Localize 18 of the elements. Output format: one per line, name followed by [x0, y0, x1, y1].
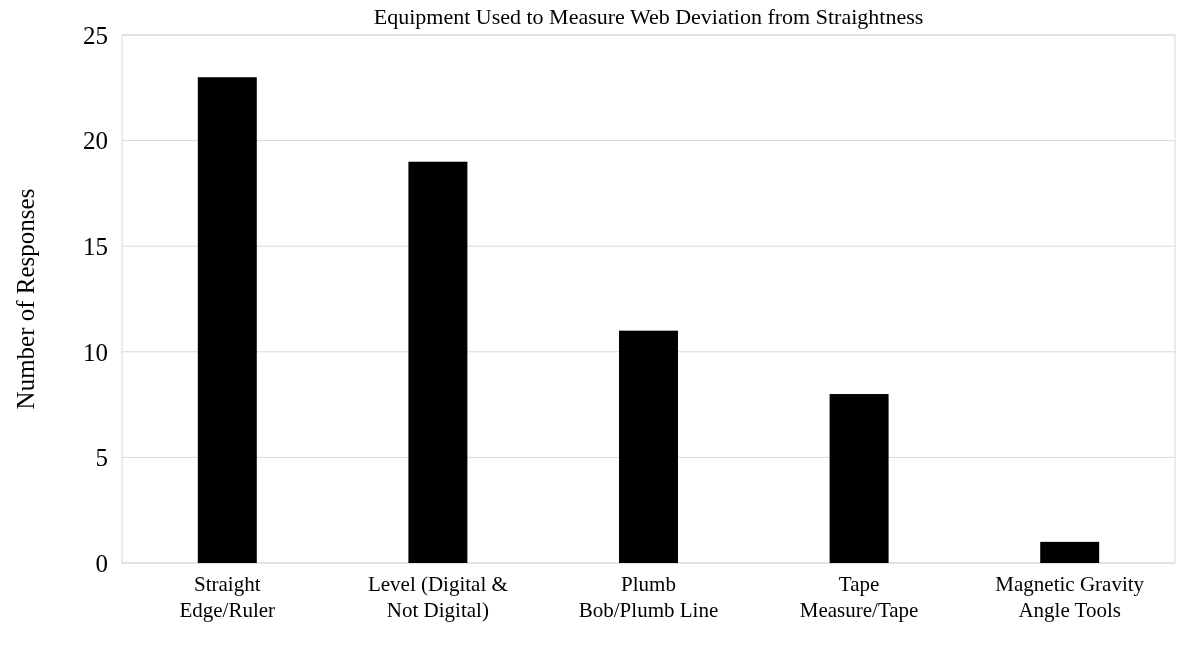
bar [197, 77, 257, 563]
y-tick-label: 10 [83, 338, 108, 366]
y-tick-label: 15 [83, 232, 108, 260]
chart-title: Equipment Used to Measure Web Deviation from Straightness [373, 4, 924, 29]
x-tick-label: Tape Measure/Tape [799, 572, 919, 622]
x-tick-label: Magnetic Gravity Angle Tools [995, 572, 1145, 622]
y-tick-label: 0 [95, 549, 108, 577]
y-axis-title: Number of Responses [12, 188, 39, 410]
bar [408, 161, 468, 563]
y-tick-label: 25 [83, 21, 108, 49]
x-tick-label: Straight Edge/Ruler [179, 572, 276, 622]
bar [829, 394, 889, 563]
bar [619, 330, 678, 563]
x-tick-label: Plumb Bob/Plumb Line [578, 572, 719, 622]
bar [1040, 541, 1100, 563]
x-tick-label: Level (Digital & Not Digital) [367, 572, 508, 622]
y-tick-label: 20 [83, 127, 108, 155]
y-tick-label: 5 [95, 444, 108, 472]
